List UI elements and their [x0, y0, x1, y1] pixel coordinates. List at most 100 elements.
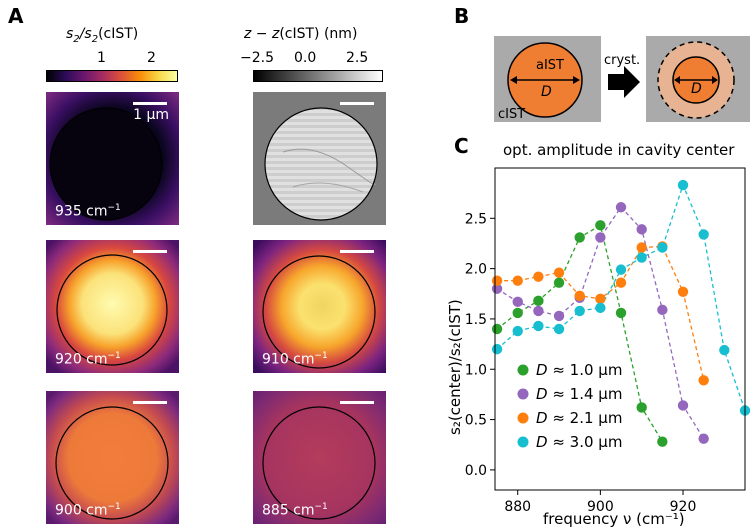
panel-a-letter: A [8, 4, 24, 28]
data-point [533, 305, 544, 317]
arrow-icon [608, 66, 640, 98]
legend-marker [517, 436, 529, 448]
data-point [595, 302, 606, 314]
colorbar-left-tick: 1 [97, 50, 106, 66]
d-label-after: D [691, 81, 702, 97]
data-point [574, 290, 585, 301]
data-point [491, 323, 503, 335]
data-point [698, 433, 709, 444]
snom-image-910: 910 cm−1 [253, 240, 386, 373]
topography-image [253, 92, 386, 225]
data-point [574, 305, 585, 317]
snom-image-920: 920 cm−1 [46, 240, 179, 373]
data-point [595, 232, 606, 243]
colorbar-right [253, 70, 383, 82]
legend-entry: D ≈ 1.0 μm [536, 361, 622, 379]
aist-label: aIST [536, 58, 564, 73]
legend-marker [517, 388, 529, 400]
colorbar-left-title: s2/s2(cIST) [66, 26, 139, 45]
scale-bar [133, 401, 167, 404]
frequency-label: 935 cm−1 [55, 203, 121, 220]
snom-image-900: 900 cm−1 [46, 391, 179, 524]
panel-c-letter: C [454, 134, 469, 158]
data-point [615, 307, 627, 319]
y-axis-label: s₂(center)/s₂(cIST) [446, 299, 464, 435]
amplitude-chart: opt. amplitude in cavity center 880 900 92… [446, 141, 750, 528]
data-point [657, 304, 668, 316]
frequency-label: 920 cm−1 [55, 351, 121, 368]
colorbar-left [46, 70, 178, 82]
data-point [574, 232, 585, 243]
frequency-label: 900 cm−1 [55, 502, 121, 519]
data-point [677, 179, 689, 191]
snom-image-935: 1 μm 935 cm−1 [46, 92, 179, 225]
data-point [657, 242, 668, 253]
colorbar-left-tick: 2 [147, 50, 156, 66]
data-point [512, 296, 523, 308]
data-point [615, 202, 627, 213]
frequency-label: 885 cm−1 [262, 502, 328, 519]
y-tick-label: 1.5 [465, 312, 487, 328]
data-point [698, 229, 709, 240]
scale-bar [340, 250, 374, 253]
data-point [719, 344, 730, 356]
y-tick-label: 0.5 [465, 413, 487, 429]
data-point [491, 275, 503, 286]
data-point [595, 293, 606, 305]
scale-bar [340, 102, 374, 105]
plot-frame [494, 167, 746, 491]
data-point [657, 436, 668, 447]
data-point [595, 220, 606, 231]
data-point [615, 277, 627, 288]
legend-entry: D ≈ 1.4 μm [536, 385, 622, 403]
x-tick-label: 880 [504, 499, 531, 515]
crystallization-schematic: aIST D cIST cryst. D [494, 36, 750, 122]
data-point [636, 224, 647, 235]
snom-image-885: 885 cm−1 [253, 391, 386, 524]
x-tick-label: 900 [587, 499, 614, 515]
data-point [636, 242, 647, 253]
data-point [491, 283, 503, 294]
y-tick-label: 2.5 [465, 211, 487, 227]
data-point [553, 310, 565, 322]
data-point [615, 264, 627, 275]
colorbar-right-tick: 2.5 [346, 50, 369, 66]
legend-marker [517, 364, 529, 376]
scale-bar [133, 250, 167, 253]
data-point [491, 343, 503, 355]
scale-bar [133, 102, 167, 105]
data-point [553, 267, 565, 278]
panel-b-letter: B [454, 4, 470, 28]
colorbar-right-tick: 0.0 [294, 50, 317, 66]
data-point [553, 277, 565, 288]
colorbar-right-title: z − z(cIST) (nm) [244, 26, 358, 42]
cryst-label: cryst. [604, 53, 640, 68]
x-tick-label: 920 [670, 499, 697, 515]
data-point [512, 275, 523, 286]
y-tick-label: 2.0 [465, 262, 487, 278]
cist-label: cIST [498, 107, 525, 122]
y-tick-label: 0.0 [465, 463, 487, 479]
d-label: D [541, 84, 552, 100]
data-point [677, 400, 689, 411]
data-point [533, 271, 544, 282]
scale-bar-label: 1 μm [133, 107, 169, 123]
data-point [698, 375, 709, 386]
data-point [533, 295, 544, 307]
data-point [636, 402, 647, 413]
chart-title: opt. amplitude in cavity center [503, 141, 735, 159]
y-tick-label: 1.0 [465, 362, 487, 378]
data-point [553, 323, 565, 335]
frequency-label: 910 cm−1 [262, 351, 328, 368]
legend-entry: D ≈ 3.0 μm [536, 433, 622, 451]
data-point [512, 325, 523, 337]
colorbar-right-tick: −2.5 [240, 50, 274, 66]
scale-bar [340, 401, 374, 404]
x-axis-label: frequency ν (cm⁻¹) [543, 510, 685, 528]
legend-entry: D ≈ 2.1 μm [536, 409, 622, 427]
data-point [636, 252, 647, 263]
data-point [533, 320, 544, 332]
data-point [677, 286, 689, 297]
legend-marker [517, 412, 529, 424]
data-point [512, 307, 523, 319]
